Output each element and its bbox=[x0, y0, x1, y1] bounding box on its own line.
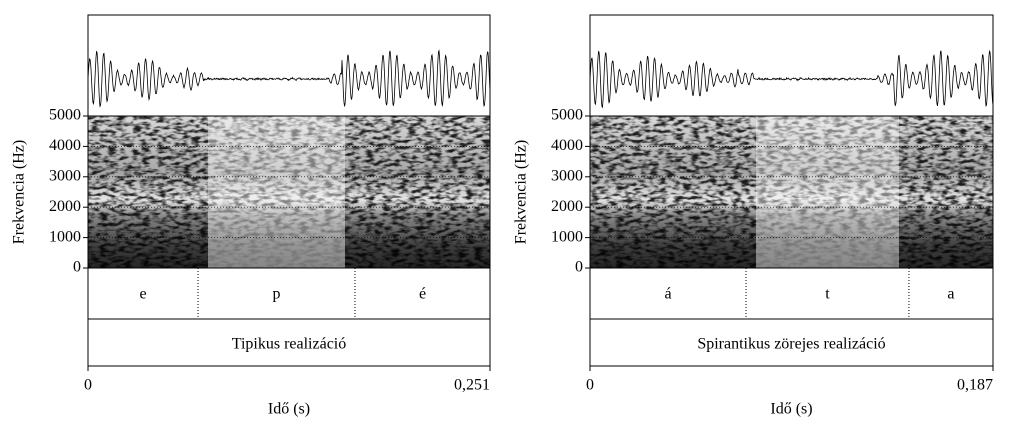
segment-label: e bbox=[139, 286, 146, 303]
segment-label: t bbox=[825, 286, 830, 303]
y-tick-label: 4000 bbox=[49, 137, 81, 154]
y-tick-label: 4000 bbox=[551, 137, 583, 154]
closure bbox=[756, 116, 899, 268]
x-tick-label: 0 bbox=[84, 377, 92, 394]
y-tick-label: 3000 bbox=[49, 167, 81, 184]
y-axis-label: Frekvencia (Hz) bbox=[11, 140, 28, 244]
x-tick-label: 0,251 bbox=[454, 377, 490, 394]
annotation: Spirantikus zörejes realizáció bbox=[697, 336, 885, 353]
x-axis-label: Idő (s) bbox=[268, 401, 310, 418]
x-axis-label: Idő (s) bbox=[770, 401, 812, 418]
y-tick-label: 0 bbox=[575, 259, 583, 276]
y-tick-label: 0 bbox=[73, 259, 81, 276]
segment-label: á bbox=[664, 286, 671, 303]
waveform bbox=[590, 51, 993, 107]
y-tick-label: 5000 bbox=[49, 107, 81, 124]
segment-label: p bbox=[273, 286, 281, 303]
x-tick-label: 0 bbox=[586, 377, 594, 394]
x-tick-label: 0,187 bbox=[957, 377, 993, 394]
segment-label: é bbox=[419, 286, 426, 303]
y-tick-label: 3000 bbox=[551, 167, 583, 184]
closure bbox=[208, 116, 345, 268]
y-tick-label: 2000 bbox=[551, 198, 583, 215]
y-axis-label: Frekvencia (Hz) bbox=[513, 140, 530, 244]
waveform bbox=[88, 51, 490, 107]
segment-label: a bbox=[947, 286, 954, 303]
annotation: Tipikus realizáció bbox=[232, 336, 347, 353]
y-tick-label: 5000 bbox=[551, 107, 583, 124]
y-tick-label: 2000 bbox=[49, 198, 81, 215]
y-tick-label: 1000 bbox=[551, 228, 583, 245]
y-tick-label: 1000 bbox=[49, 228, 81, 245]
